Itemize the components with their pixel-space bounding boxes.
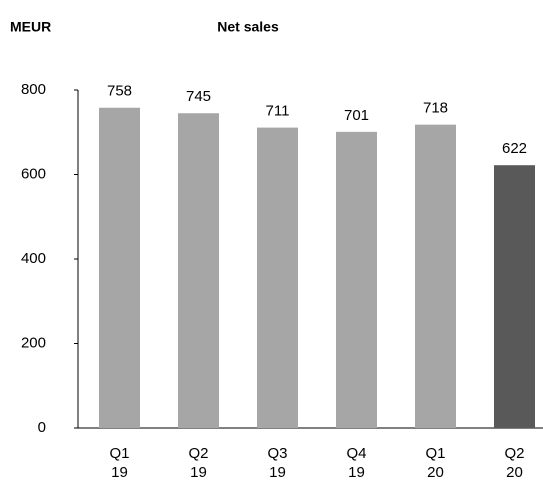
x-tick-label: Q1 19 <box>109 445 130 481</box>
bar <box>336 131 377 428</box>
y-tick-label: 600 <box>21 165 46 182</box>
bar <box>415 124 456 429</box>
x-tick-label: Q4 19 <box>346 445 367 481</box>
y-tick-label: 200 <box>21 334 46 351</box>
x-tick-label: Q3 19 <box>267 445 288 481</box>
y-axis-label: MEUR <box>10 19 51 35</box>
value-label: 745 <box>186 88 211 105</box>
bar <box>494 165 535 428</box>
y-tick-label: 400 <box>21 250 46 267</box>
value-label: 758 <box>107 83 132 100</box>
bar <box>178 113 219 429</box>
bar <box>257 127 298 428</box>
x-tick-label: Q1 20 <box>425 445 446 481</box>
y-tick-label: 0 <box>38 419 46 436</box>
value-label: 701 <box>344 107 369 124</box>
value-label: 711 <box>266 103 290 120</box>
value-label: 718 <box>423 100 448 117</box>
x-tick-label: Q2 19 <box>188 445 209 481</box>
chart-title: Net sales <box>217 19 279 35</box>
x-tick-label: Q2 20 <box>504 445 525 481</box>
bar <box>99 107 140 429</box>
y-tick-label: 800 <box>21 81 46 98</box>
value-label: 622 <box>502 140 527 157</box>
